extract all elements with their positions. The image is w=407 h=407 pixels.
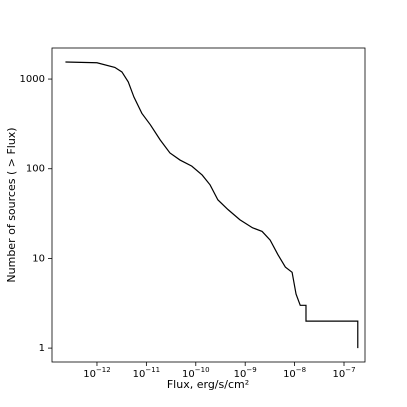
- data-line: [65, 61, 359, 349]
- y-tick-label: 1000: [20, 74, 45, 85]
- x-tick-label: 10−12: [83, 366, 111, 380]
- y-tick-label: 100: [26, 164, 45, 175]
- y-axis-label: Number of sources ( > Flux): [5, 127, 18, 282]
- x-tick-label: 10−7: [332, 366, 355, 380]
- x-tick-label: 10−11: [133, 366, 161, 380]
- plot-frame: [51, 47, 366, 363]
- x-axis-label: Flux, erg/s/cm²: [167, 378, 249, 391]
- x-tick-label: 10−10: [182, 366, 210, 380]
- y-tick-label: 10: [32, 253, 45, 264]
- x-tick-label: 10−8: [283, 366, 306, 380]
- y-tick-label: 1: [39, 343, 45, 354]
- x-tick-label: 10−9: [234, 366, 257, 380]
